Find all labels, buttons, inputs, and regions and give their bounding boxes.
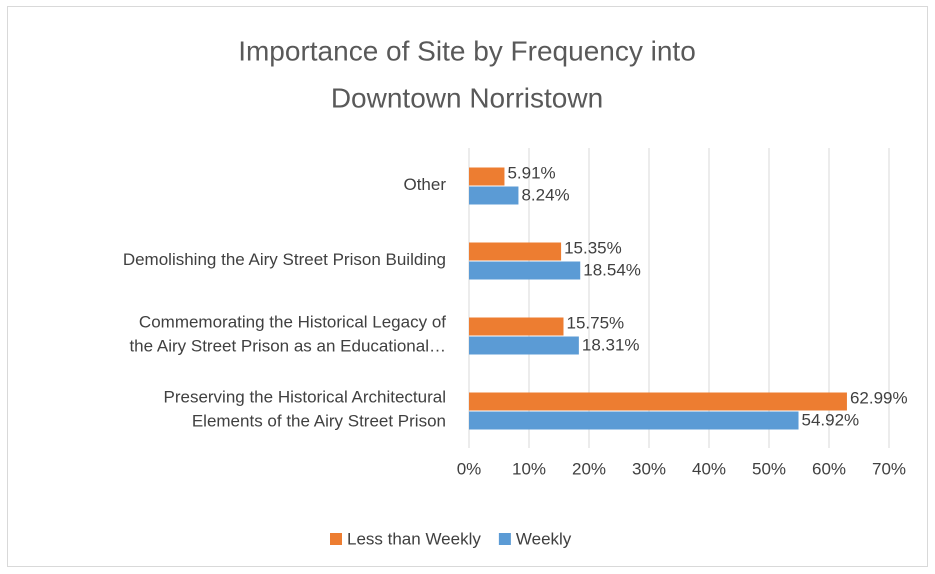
chart-title: Importance of Site by Frequency into Down…: [238, 36, 696, 114]
bar: [469, 336, 579, 355]
x-tick-label: 30%: [632, 459, 666, 478]
bar: [469, 242, 562, 261]
bar: [469, 411, 799, 430]
chart-border: [7, 6, 928, 567]
data-label: 5.91%: [507, 163, 555, 182]
data-label: 8.24%: [521, 185, 569, 204]
data-label: 18.54%: [583, 260, 641, 279]
legend-swatch: [330, 533, 342, 545]
y-tick-label: Demolishing the Airy Street Prison Build…: [123, 250, 446, 269]
legend-label: Weekly: [516, 529, 572, 548]
y-tick-label: Commemorating the Historical Legacy of th…: [129, 313, 446, 356]
bar: [469, 186, 519, 205]
bar: [469, 392, 847, 411]
data-label: 62.99%: [850, 388, 908, 407]
x-tick-label: 0%: [457, 459, 482, 478]
x-tick-label: 40%: [692, 459, 726, 478]
data-label: 15.75%: [567, 313, 625, 332]
data-label: 54.92%: [802, 410, 860, 429]
x-tick-label: 70%: [872, 459, 906, 478]
y-tick-label: Other: [403, 175, 446, 194]
x-tick-label: 60%: [812, 459, 846, 478]
bar: [469, 167, 505, 186]
data-label: 18.31%: [582, 335, 640, 354]
x-tick-label: 50%: [752, 459, 786, 478]
y-tick-label: Preserving the Historical Architectural E…: [163, 388, 446, 431]
bar: [469, 261, 581, 280]
x-tick-label: 10%: [512, 459, 546, 478]
legend-swatch: [498, 533, 511, 545]
legend-label: Less than Weekly: [347, 529, 481, 548]
data-label: 15.35%: [564, 238, 622, 257]
x-tick-label: 20%: [572, 459, 606, 478]
bar: [469, 317, 564, 336]
